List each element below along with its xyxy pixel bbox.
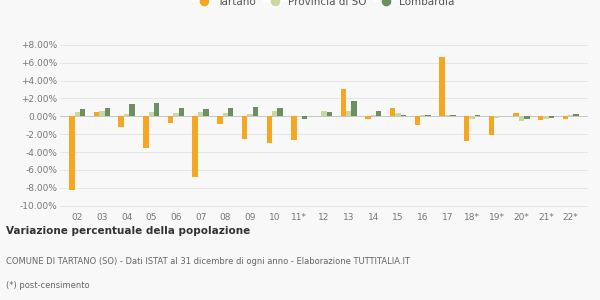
Bar <box>223 113 228 116</box>
Text: Variazione percentuale della popolazione: Variazione percentuale della popolazione <box>6 226 250 236</box>
Bar <box>154 103 160 116</box>
Bar <box>104 108 110 116</box>
Bar <box>203 109 209 116</box>
Bar <box>193 116 198 177</box>
Bar <box>302 116 307 119</box>
Bar <box>217 116 223 124</box>
Bar <box>247 114 253 116</box>
Bar <box>415 116 420 125</box>
Bar <box>574 114 579 116</box>
Bar <box>549 116 554 118</box>
Legend: Tartano, Provincia di SO, Lombardia: Tartano, Provincia di SO, Lombardia <box>189 0 459 11</box>
Bar <box>277 108 283 116</box>
Bar <box>74 112 80 116</box>
Bar <box>439 57 445 116</box>
Bar <box>80 109 85 116</box>
Bar <box>469 116 475 119</box>
Bar <box>253 107 258 116</box>
Bar <box>425 115 431 116</box>
Bar <box>544 116 549 119</box>
Bar <box>401 115 406 116</box>
Bar <box>464 116 469 141</box>
Bar <box>352 101 357 116</box>
Text: COMUNE DI TARTANO (SO) - Dati ISTAT al 31 dicembre di ogni anno - Elaborazione T: COMUNE DI TARTANO (SO) - Dati ISTAT al 3… <box>6 257 410 266</box>
Bar <box>228 108 233 116</box>
Bar <box>149 112 154 116</box>
Bar <box>242 116 247 139</box>
Bar <box>69 116 74 190</box>
Bar <box>524 116 530 119</box>
Bar <box>118 116 124 127</box>
Bar <box>321 111 327 116</box>
Bar <box>99 111 104 116</box>
Bar <box>168 116 173 123</box>
Bar <box>494 116 499 118</box>
Bar <box>173 113 179 116</box>
Bar <box>563 116 568 119</box>
Bar <box>272 111 277 116</box>
Bar <box>124 114 130 116</box>
Bar <box>390 108 395 116</box>
Bar <box>538 116 544 120</box>
Bar <box>346 111 352 116</box>
Bar <box>266 116 272 143</box>
Bar <box>488 116 494 135</box>
Bar <box>518 116 524 121</box>
Bar <box>291 116 296 140</box>
Text: (*) post-censimento: (*) post-censimento <box>6 281 89 290</box>
Bar <box>198 112 203 116</box>
Bar <box>130 104 135 116</box>
Bar <box>513 113 518 116</box>
Bar <box>395 113 401 116</box>
Bar <box>94 112 99 116</box>
Bar <box>376 111 382 116</box>
Bar <box>365 116 371 119</box>
Bar <box>296 116 302 117</box>
Bar <box>143 116 149 148</box>
Bar <box>327 112 332 116</box>
Bar <box>179 108 184 116</box>
Bar <box>341 88 346 116</box>
